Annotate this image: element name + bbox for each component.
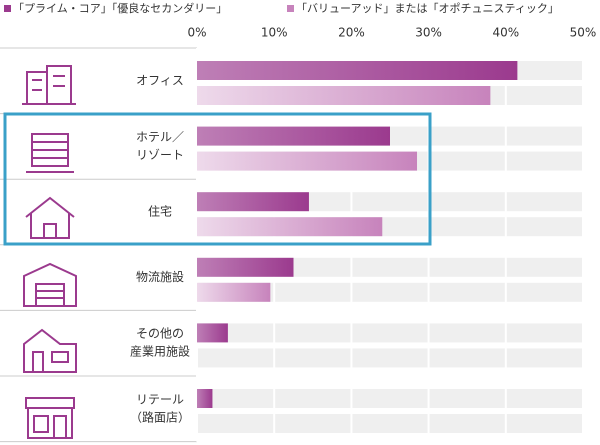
category-label: 物流施設 bbox=[136, 269, 184, 284]
x-tick-label: 20% bbox=[338, 26, 365, 40]
bar bbox=[197, 86, 491, 105]
category-label: 住宅 bbox=[148, 204, 172, 219]
bar bbox=[197, 389, 213, 408]
shop-icon bbox=[25, 397, 75, 439]
category-label: オフィス bbox=[136, 73, 184, 87]
legend-label: 「プライム・コア」「優良なセカンダリー」 bbox=[13, 1, 227, 15]
category-label: リゾート bbox=[136, 148, 184, 162]
highlight-box bbox=[3, 112, 432, 246]
x-tick-label: 10% bbox=[261, 26, 288, 40]
warehouse-icon bbox=[23, 262, 77, 307]
category-label: 産業用施設 bbox=[130, 344, 190, 359]
bar-background bbox=[197, 323, 583, 343]
x-tick-label: 0% bbox=[187, 26, 206, 40]
legend-label: 「バリューアッド」または「オポチュニスティック」 bbox=[296, 2, 559, 15]
category-label: リテール bbox=[136, 392, 184, 406]
bar-background bbox=[197, 348, 583, 368]
bar bbox=[197, 257, 294, 277]
category-label: ホテル／ bbox=[136, 130, 184, 144]
category-label: （路面店） bbox=[130, 409, 190, 424]
factory-icon bbox=[23, 328, 77, 373]
bar-background bbox=[197, 282, 583, 302]
house-icon bbox=[25, 196, 75, 239]
x-tick-label: 50% bbox=[570, 26, 597, 40]
x-tick-label: 30% bbox=[415, 26, 442, 40]
icons bbox=[22, 65, 77, 439]
bar bbox=[197, 323, 228, 343]
bar bbox=[197, 282, 271, 302]
bar bbox=[197, 151, 418, 171]
legend-swatch bbox=[4, 5, 11, 12]
bar bbox=[197, 126, 390, 146]
hotel-icon bbox=[26, 133, 74, 173]
bar bbox=[197, 61, 518, 80]
bar bbox=[197, 217, 383, 237]
category-label: その他の bbox=[136, 327, 184, 341]
bar-background bbox=[197, 389, 583, 408]
legend-swatch bbox=[287, 5, 294, 12]
bar bbox=[197, 192, 309, 212]
x-tick-label: 40% bbox=[492, 26, 519, 40]
bar-background bbox=[197, 414, 583, 433]
office-icon bbox=[22, 65, 76, 105]
